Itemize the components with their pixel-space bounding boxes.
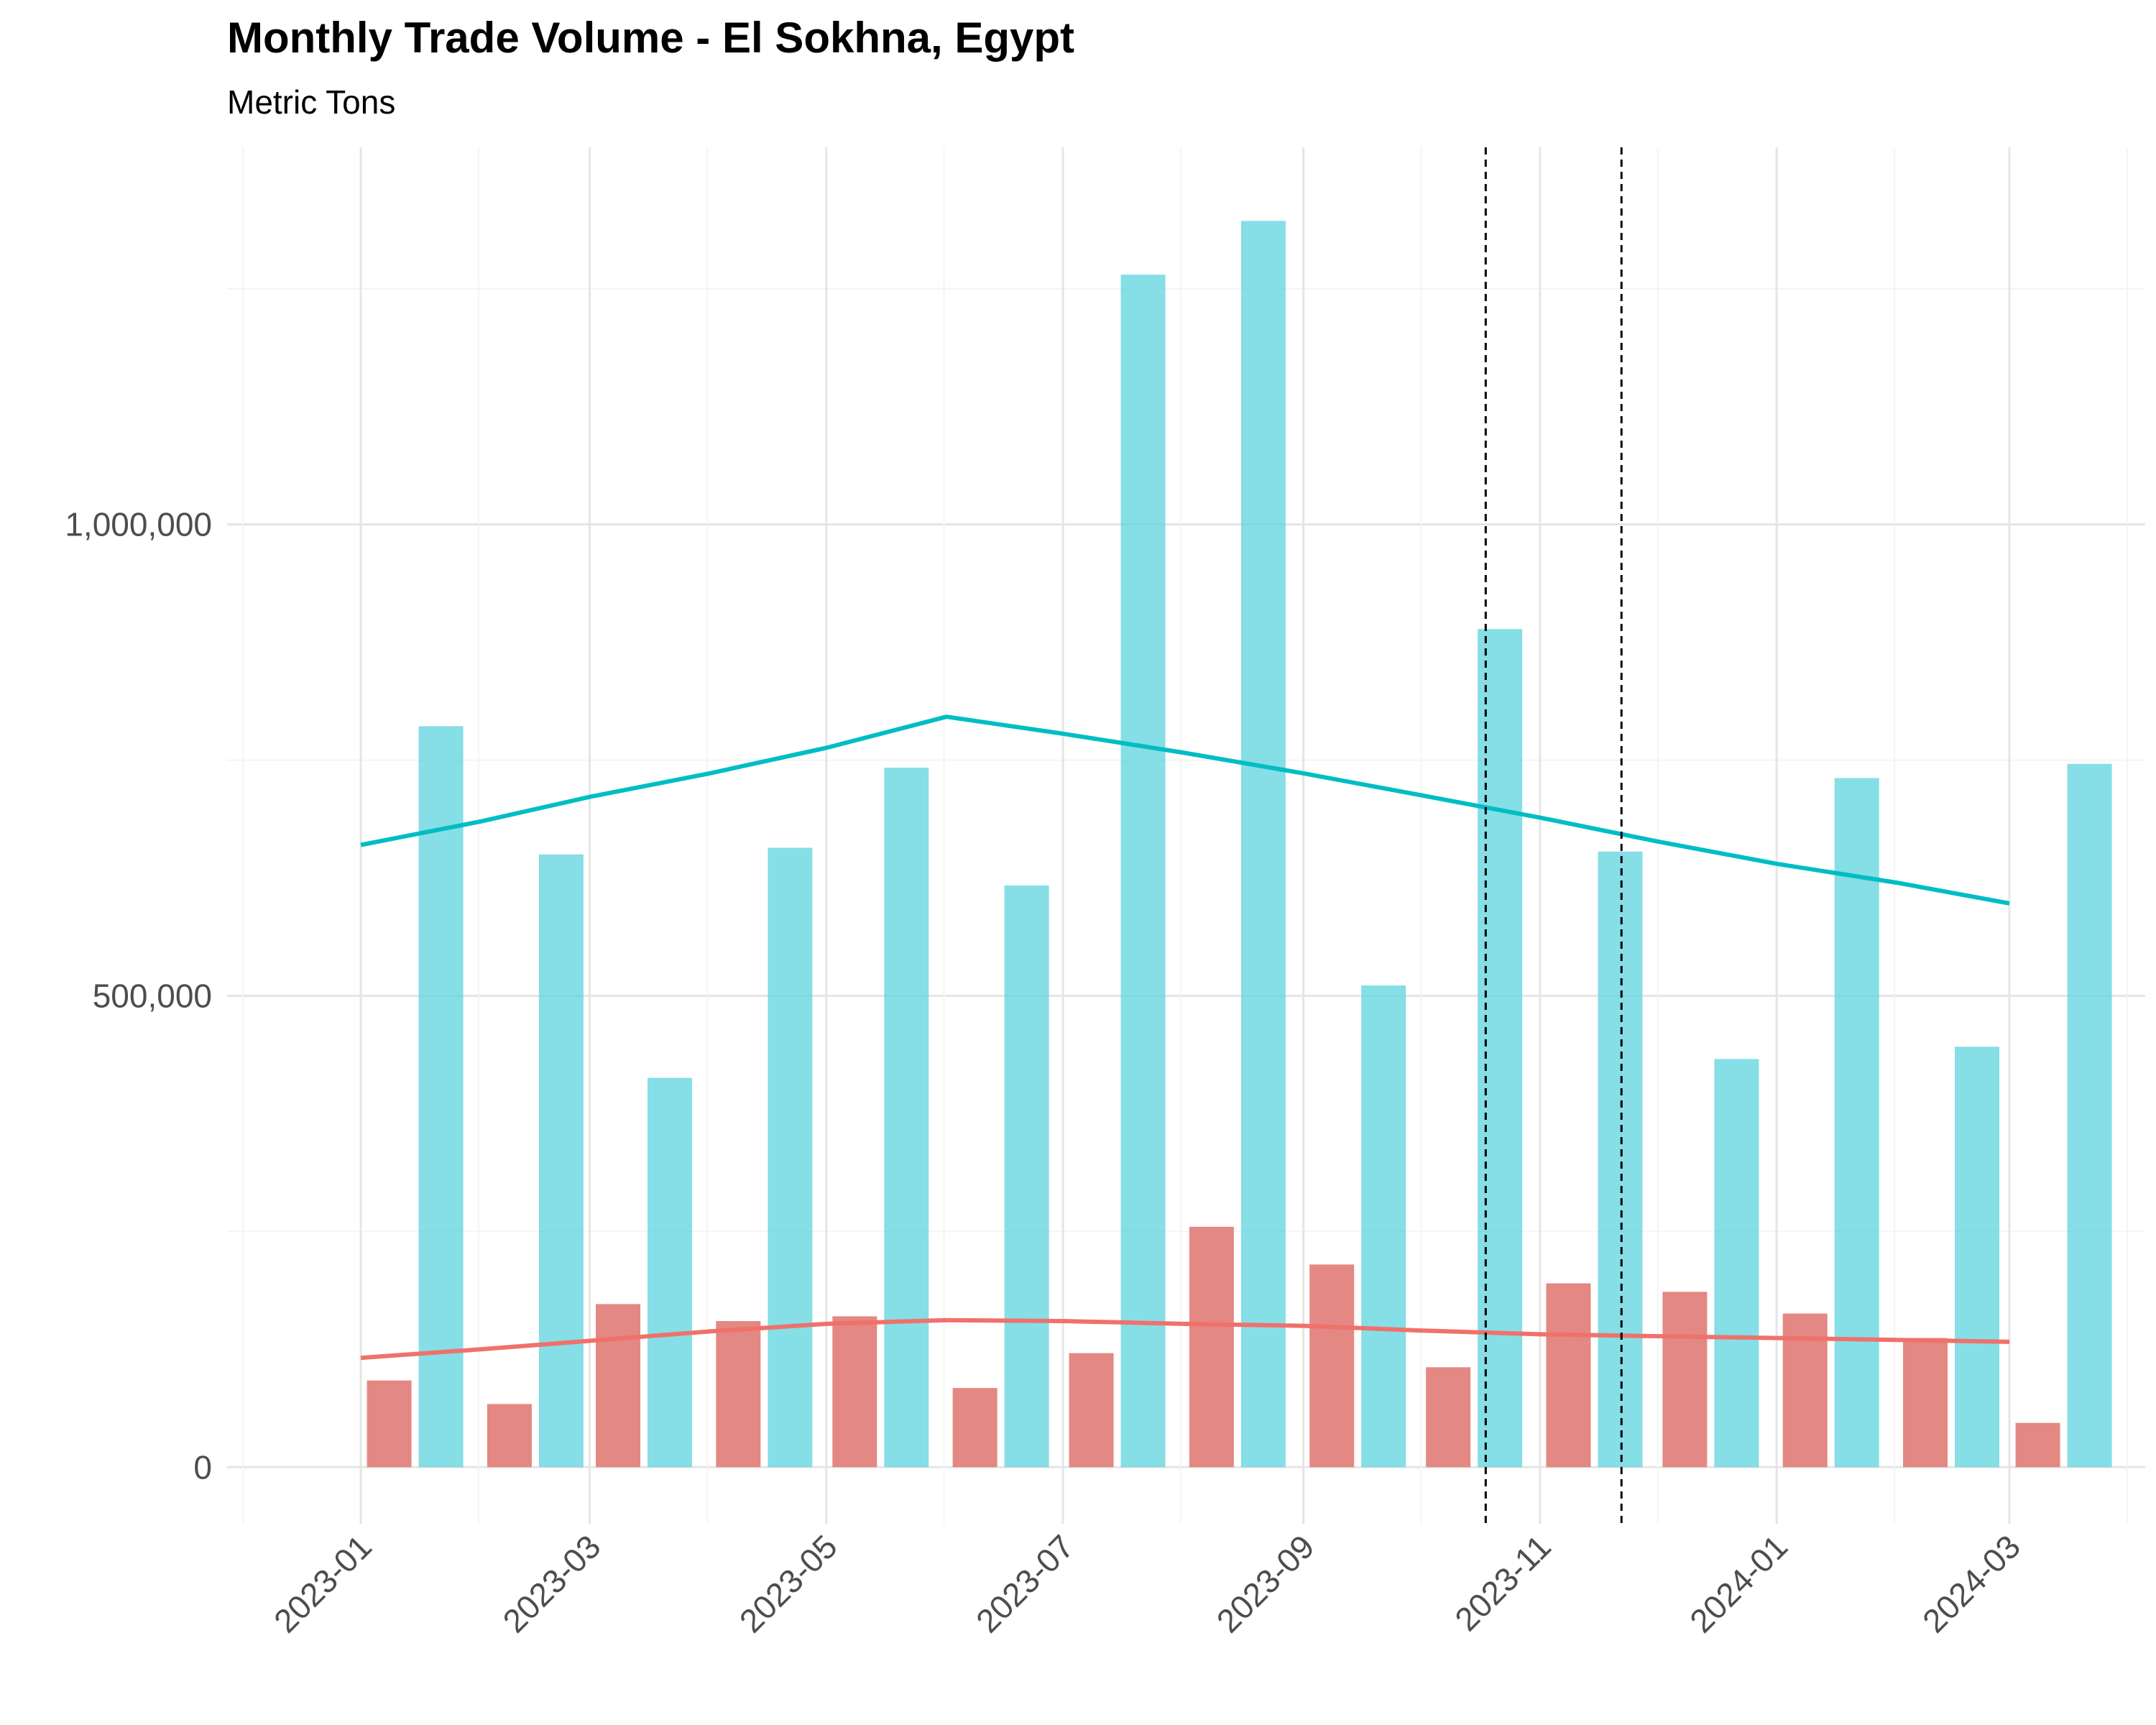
chart-title: Monthly Trade Volume - El Sokhna, Egypt <box>227 14 1075 62</box>
bar-series-1-2023-01 <box>367 1380 412 1468</box>
bar-series-2-2023-07 <box>1120 275 1166 1468</box>
x-tick-label: 2024-03 <box>1915 1527 2027 1639</box>
y-tick-label: 1,000,000 <box>65 506 212 543</box>
bar-series-2-2023-03 <box>648 1077 693 1468</box>
bar-series-1-2023-10 <box>1426 1367 1471 1468</box>
x-tick-label: 2023-05 <box>732 1527 844 1639</box>
bar-series-2-2023-12 <box>1714 1059 1759 1468</box>
bar-series-1-2023-03 <box>596 1304 641 1468</box>
grid-lines <box>227 147 2145 1524</box>
bar-series-1-2024-03 <box>2015 1422 2060 1468</box>
bar-series-1-2023-12 <box>1662 1292 1708 1468</box>
bar-series-2-2023-11 <box>1598 851 1643 1468</box>
bar-series-1-2024-02 <box>1903 1338 1948 1468</box>
bar-series-2-2023-01 <box>418 726 464 1468</box>
bar-series-2-2023-05 <box>884 768 929 1468</box>
x-tick-label: 2023-09 <box>1210 1527 1322 1639</box>
bar-series-2-2023-10 <box>1478 629 1523 1468</box>
y-tick-label: 500,000 <box>93 977 212 1014</box>
trend-lines <box>360 714 2010 1361</box>
bar-series-2-2023-04 <box>768 847 813 1468</box>
bar-series-2-2023-02 <box>538 854 584 1468</box>
bar-series-2-2023-06 <box>1004 886 1049 1468</box>
bar-series-2-2024-03 <box>2067 763 2112 1468</box>
trend-line-series-1 <box>360 1317 2010 1361</box>
chart-subtitle: Metric Tons <box>227 83 396 121</box>
trend-line-series-2 <box>360 714 2010 906</box>
bar-series-1-2023-04 <box>716 1320 761 1468</box>
bar-series-2-2024-02 <box>1955 1046 2000 1468</box>
x-tick-label: 2023-11 <box>1447 1527 1558 1638</box>
bar-series-2-2023-09 <box>1361 985 1406 1468</box>
bar-series-2-2023-08 <box>1240 221 1286 1468</box>
x-tick-label: 2023-07 <box>969 1527 1081 1639</box>
bar-series-1-2023-06 <box>952 1388 998 1468</box>
bar-series-1-2023-05 <box>832 1316 877 1468</box>
y-tick-label: 0 <box>193 1448 212 1486</box>
x-tick-label: 2023-03 <box>495 1527 607 1639</box>
bars <box>367 221 2112 1468</box>
x-tick-label: 2023-01 <box>267 1527 379 1639</box>
reference-lines <box>1484 147 1623 1524</box>
bar-series-1-2023-02 <box>487 1404 532 1468</box>
bar-series-1-2023-11 <box>1546 1283 1591 1468</box>
x-tick-label: 2024-01 <box>1682 1527 1795 1639</box>
bar-series-1-2023-09 <box>1309 1264 1355 1468</box>
bar-series-1-2023-07 <box>1069 1353 1114 1468</box>
bar-series-2-2024-01 <box>1834 778 1879 1468</box>
bar-series-1-2023-08 <box>1189 1226 1234 1468</box>
